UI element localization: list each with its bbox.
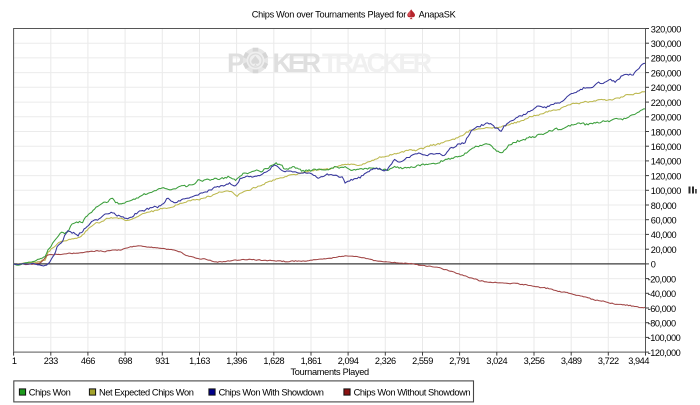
svg-text:Chips Won over Tournaments Pla: Chips Won over Tournaments Played for (252, 9, 406, 19)
svg-text:1,163: 1,163 (189, 356, 210, 366)
svg-text:-40,000: -40,000 (648, 289, 676, 299)
svg-text:-120,000: -120,000 (648, 348, 681, 358)
svg-text:-20,000: -20,000 (648, 274, 676, 284)
svg-text:180,000: 180,000 (651, 127, 681, 137)
svg-text:160,000: 160,000 (651, 142, 681, 152)
svg-text:233: 233 (44, 356, 58, 366)
svg-text:240,000: 240,000 (651, 83, 681, 93)
svg-text:Tournaments Played: Tournaments Played (291, 367, 370, 377)
svg-text:1,861: 1,861 (301, 356, 322, 366)
svg-text:3,024: 3,024 (486, 356, 507, 366)
svg-text:320,000: 320,000 (651, 24, 681, 34)
svg-text:TRACKER: TRACKER (322, 48, 432, 78)
svg-text:3,722: 3,722 (598, 356, 619, 366)
svg-text:280,000: 280,000 (651, 54, 681, 64)
svg-text:698: 698 (118, 356, 132, 366)
svg-text:P: P (227, 48, 245, 78)
svg-text:260,000: 260,000 (651, 68, 681, 78)
svg-text:Chips Won: Chips Won (29, 387, 71, 397)
svg-text:80,000: 80,000 (651, 201, 677, 211)
svg-text:20,000: 20,000 (651, 245, 677, 255)
svg-text:140,000: 140,000 (651, 157, 681, 167)
svg-text:0: 0 (651, 260, 656, 270)
svg-text:100,000: 100,000 (651, 186, 681, 196)
svg-text:466: 466 (81, 356, 95, 366)
svg-text:2,791: 2,791 (449, 356, 470, 366)
svg-text:200,000: 200,000 (651, 113, 681, 123)
svg-text:60,000: 60,000 (651, 216, 677, 226)
svg-text:KER: KER (273, 48, 322, 78)
svg-text:-80,000: -80,000 (648, 319, 676, 329)
svg-text:-100,000: -100,000 (648, 333, 681, 343)
svg-text:3,489: 3,489 (561, 356, 582, 366)
svg-text:931: 931 (155, 356, 169, 366)
svg-text:1,396: 1,396 (226, 356, 247, 366)
svg-text:220,000: 220,000 (651, 98, 681, 108)
svg-text:Net Expected Chips Won: Net Expected Chips Won (99, 387, 194, 397)
svg-text:120,000: 120,000 (651, 171, 681, 181)
svg-text:40,000: 40,000 (651, 230, 677, 240)
svg-text:Chips Won Without Showdown: Chips Won Without Showdown (354, 387, 471, 397)
svg-text:-60,000: -60,000 (648, 304, 676, 314)
svg-text:AnapaSK: AnapaSK (419, 9, 457, 19)
svg-text:2,559: 2,559 (412, 356, 433, 366)
svg-text:Chips Won With Showdown: Chips Won With Showdown (219, 387, 324, 397)
svg-text:1: 1 (12, 356, 17, 366)
svg-text:300,000: 300,000 (651, 39, 681, 49)
svg-text:2,094: 2,094 (338, 356, 359, 366)
svg-text:3,256: 3,256 (524, 356, 545, 366)
svg-text:1,628: 1,628 (263, 356, 284, 366)
svg-text:3,944: 3,944 (628, 356, 649, 366)
svg-text:2,326: 2,326 (375, 356, 396, 366)
